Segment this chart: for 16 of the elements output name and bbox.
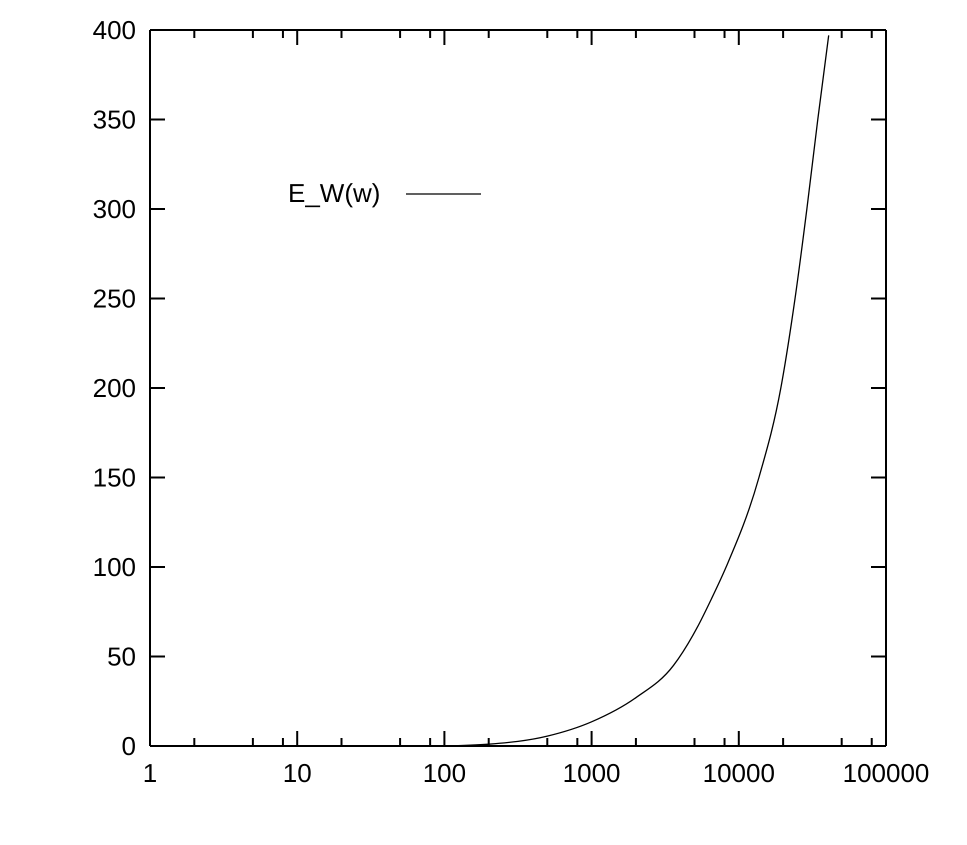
- y-tick-label: 200: [92, 373, 136, 403]
- x-tick-label: 1: [142, 758, 158, 788]
- x-tick-label: 1000: [562, 758, 621, 788]
- y-tick-label: 50: [107, 642, 136, 672]
- legend-label: E_W(w): [288, 178, 380, 209]
- y-tick-label: 400: [92, 15, 136, 45]
- y-tick-label: 0: [122, 731, 136, 761]
- y-tick-label: 250: [92, 284, 136, 314]
- y-tick-label: 350: [92, 104, 136, 134]
- y-tick-label: 300: [92, 194, 136, 224]
- x-tick-label: 10: [282, 758, 312, 788]
- x-tick-label: 100: [422, 758, 466, 788]
- y-tick-label: 150: [92, 462, 136, 492]
- y-tick-label: 100: [92, 552, 136, 582]
- x-tick-label: 10000: [702, 758, 775, 788]
- x-tick-label: 100000: [842, 758, 930, 788]
